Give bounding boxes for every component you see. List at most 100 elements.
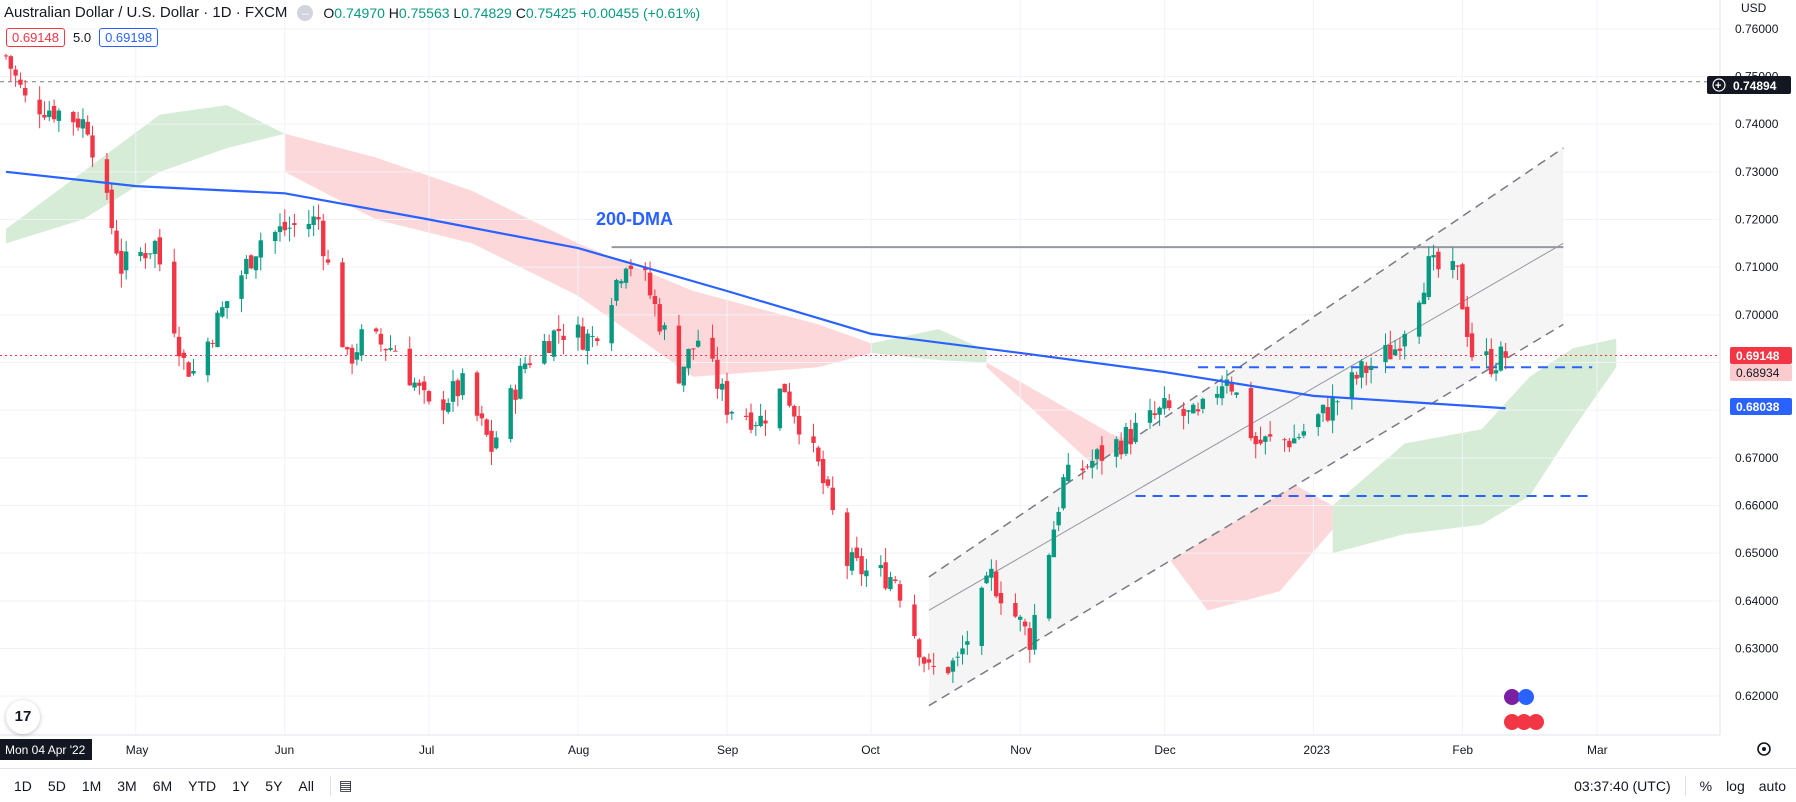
candle-body [897, 584, 903, 601]
candle-body [388, 348, 393, 350]
channel-middle[interactable] [928, 242, 1564, 611]
candle-body [912, 604, 917, 637]
range-1m[interactable]: 1M [81, 777, 102, 794]
goto-date-icon[interactable]: ▤ [338, 777, 353, 793]
indicator-value-a: 0.69148 [6, 28, 65, 47]
candle-body [1181, 408, 1186, 416]
range-6m[interactable]: 6M [152, 777, 173, 794]
candle-body [1368, 365, 1374, 370]
candle-body [796, 415, 802, 435]
candle-body [1248, 388, 1254, 439]
candle-body [522, 363, 528, 370]
candle-body [542, 340, 547, 364]
candle-body [787, 391, 792, 406]
time-axis[interactable]: May Jun Jul Aug Sep Oct Nov Dec 2023 Feb Mar [126, 743, 1608, 757]
candle-body [1431, 255, 1436, 258]
candle-body [1320, 404, 1326, 414]
candle-body [412, 382, 417, 388]
candle-body [109, 189, 114, 229]
x-tick-label: Jun [275, 743, 294, 757]
candle-body [1484, 351, 1489, 355]
candle-body [258, 240, 263, 258]
candle-body [710, 337, 715, 359]
candle-body [354, 352, 360, 360]
x-tick-label: Dec [1154, 743, 1175, 757]
candle-body [965, 641, 970, 645]
candle-body [1046, 555, 1052, 619]
range-5y[interactable]: 5Y [265, 777, 283, 794]
candle-body [1191, 404, 1196, 414]
candle-body [37, 99, 42, 115]
y-tick-label: 0.66000 [1735, 499, 1779, 513]
candle-body [1388, 344, 1393, 360]
candle-body [393, 350, 398, 352]
range-5d[interactable]: 5D [47, 777, 66, 794]
percent-toggle[interactable]: % [1699, 777, 1713, 794]
settings-gear-icon[interactable] [1757, 742, 1771, 756]
candle-body [123, 251, 129, 271]
last-price-tag: 0.69148 [1730, 347, 1792, 364]
candle-body [450, 381, 456, 402]
range-ytd[interactable]: YTD [188, 777, 217, 794]
range-buttons: 1D 5D 1M 3M 6M YTD 1Y 5Y All [0, 778, 322, 794]
svg-text:+: + [1715, 80, 1721, 92]
candle-body [311, 216, 316, 225]
candle-body [1114, 439, 1119, 457]
candle-body [1287, 440, 1292, 448]
candle-body [792, 405, 797, 417]
eye-icon[interactable]: – [297, 4, 314, 21]
channel-upper[interactable] [928, 147, 1564, 578]
candle-body [1215, 393, 1220, 398]
candle-body [864, 570, 869, 577]
x-tick-label: Nov [1010, 743, 1031, 757]
currency-label: USD [1741, 1, 1767, 15]
range-3m[interactable]: 3M [117, 777, 137, 794]
candle-body [1162, 398, 1167, 409]
candle-body [1152, 413, 1157, 416]
calendar-flags-icon[interactable] [1504, 689, 1544, 730]
svg-text:0.68038: 0.68038 [1736, 400, 1780, 414]
candle-body [1349, 372, 1355, 399]
candle-body [917, 639, 922, 658]
candle-body [724, 380, 730, 415]
candle-body [1157, 407, 1162, 415]
candle-body [489, 430, 494, 452]
candle-body [172, 261, 177, 334]
candle-body [676, 325, 682, 384]
candle-body [244, 258, 249, 275]
candle-body [609, 305, 614, 344]
candle-body [114, 230, 119, 254]
candle-body [325, 259, 331, 263]
auto-toggle[interactable]: auto [1758, 777, 1786, 794]
candle-body [989, 568, 994, 578]
log-toggle[interactable]: log [1726, 777, 1745, 794]
tradingview-logo[interactable]: 17 [6, 700, 40, 734]
range-1y[interactable]: 1Y [232, 777, 250, 794]
candle-body [849, 552, 855, 571]
ma-200-path[interactable] [5, 170, 1506, 410]
candle-body [1263, 436, 1268, 442]
candle-body [758, 415, 763, 427]
candle-body [619, 281, 624, 284]
candle-body [1316, 414, 1321, 428]
candle-body [277, 226, 283, 233]
candle-body [763, 420, 768, 424]
range-1d[interactable]: 1D [14, 777, 32, 794]
range-all[interactable]: All [298, 777, 314, 794]
time-display[interactable]: 03:37:40 (UTC) [1574, 777, 1671, 794]
crosshair-price-tag: + 0.74894 [1707, 76, 1791, 94]
candle-body [556, 328, 561, 332]
candle-body [1027, 628, 1033, 650]
candle-body [1460, 264, 1465, 310]
symbol-title[interactable]: Australian Dollar / U.S. Dollar · 1D · F… [4, 4, 288, 21]
candle-body [777, 388, 783, 429]
ma-200-line [5, 170, 1506, 410]
candle-body [979, 587, 984, 646]
candle-body [42, 114, 47, 118]
candle-body [282, 221, 287, 231]
candle-body [1013, 603, 1018, 617]
bottom-toolbar: 1D 5D 1M 3M 6M YTD 1Y 5Y All ▤ 03:37:40 (UTC) % … [0, 768, 1796, 802]
ma-200-annotation: 200-DMA [596, 209, 673, 229]
ma200-price-tag: 0.68038 [1730, 398, 1792, 415]
